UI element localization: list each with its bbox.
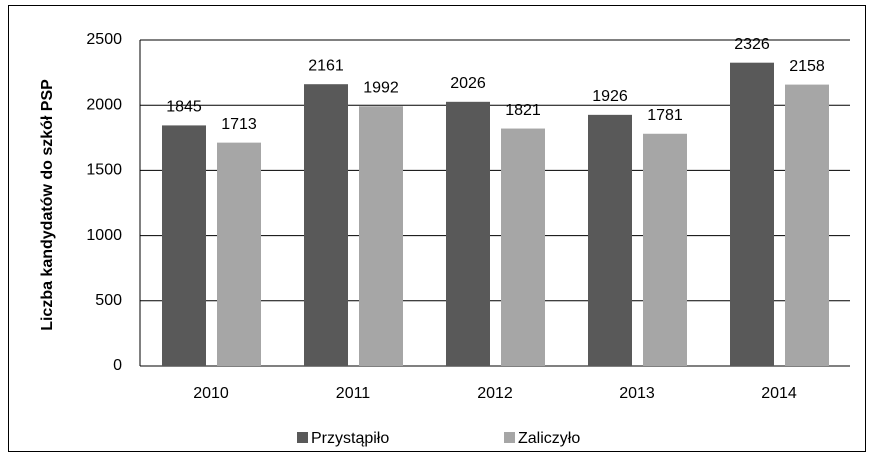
y-tick-label: 2500 xyxy=(86,31,122,48)
y-tick-label: 1500 xyxy=(86,162,122,179)
bar xyxy=(162,125,206,366)
bar xyxy=(643,133,687,366)
chart-frame xyxy=(8,5,866,452)
y-axis-label: Liczba kandydatów do szkół PSP xyxy=(39,79,56,331)
bar xyxy=(359,106,403,367)
data-label: 2161 xyxy=(308,57,344,74)
bar xyxy=(304,84,348,366)
data-label: 1992 xyxy=(363,79,399,96)
data-label: 1781 xyxy=(647,107,683,124)
bar xyxy=(588,114,632,366)
bar xyxy=(730,62,774,366)
y-tick-label: 2000 xyxy=(86,96,122,113)
data-label: 1821 xyxy=(505,102,541,119)
legend-swatch xyxy=(504,432,515,443)
data-label: 2326 xyxy=(734,36,770,53)
y-tick-label: 1000 xyxy=(86,227,122,244)
y-tick-label: 500 xyxy=(95,292,122,309)
data-label: 1845 xyxy=(166,99,202,116)
legend-label: Przystąpiło xyxy=(311,430,389,447)
x-tick-label: 2011 xyxy=(336,385,371,402)
x-tick-label: 2012 xyxy=(477,385,513,402)
x-tick-label: 2013 xyxy=(619,385,655,402)
x-tick-label: 2014 xyxy=(761,385,797,402)
bar xyxy=(446,101,490,366)
legend-swatch xyxy=(297,432,308,443)
data-label: 2158 xyxy=(789,58,825,75)
bar xyxy=(217,142,261,366)
legend-label: Zaliczyło xyxy=(518,430,580,447)
data-label: 1926 xyxy=(592,88,628,105)
data-label: 1713 xyxy=(221,116,257,133)
x-tick-label: 2010 xyxy=(193,385,229,402)
data-label: 2026 xyxy=(450,75,486,92)
bar xyxy=(501,128,545,366)
y-tick-label: 0 xyxy=(113,357,122,374)
bar xyxy=(785,84,829,366)
